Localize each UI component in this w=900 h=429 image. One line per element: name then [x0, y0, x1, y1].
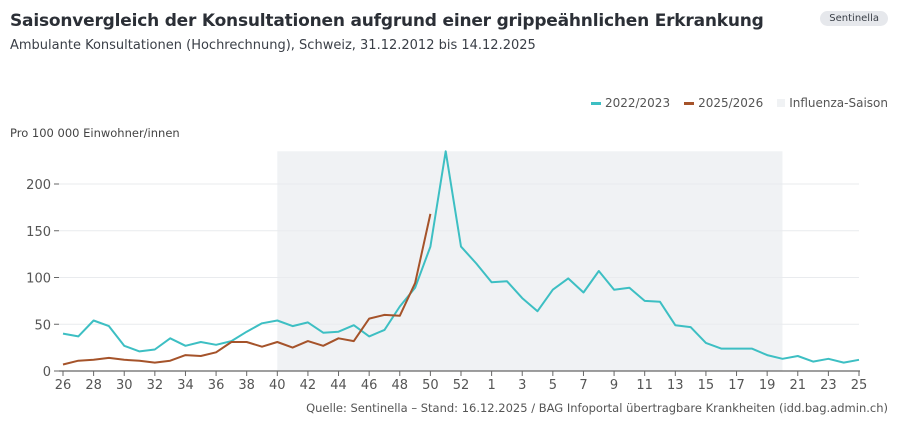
series-line-2022-2023	[62, 150, 860, 364]
series-line-2025-2026	[62, 213, 432, 366]
legend-label: Influenza-Saison	[789, 96, 888, 110]
legend-swatch-influenza-saison	[777, 99, 786, 107]
x-tick-label: 1	[487, 378, 495, 393]
x-tick-label: 21	[789, 378, 806, 393]
legend-swatch-2022-2023	[590, 101, 601, 105]
legend-item-2022-2023[interactable]: 2022/2023	[590, 96, 671, 110]
x-tick-label: 19	[759, 378, 776, 393]
y-tick-label: 150	[26, 225, 51, 240]
x-tick-label: 32	[147, 378, 164, 393]
legend-item-influenza-saison[interactable]: Influenza-Saison	[777, 96, 888, 110]
x-tick-label: 34	[177, 378, 194, 393]
x-tick-label: 42	[300, 378, 317, 393]
y-tick-label: 200	[26, 178, 51, 193]
y-tick-label: 0	[43, 365, 51, 380]
legend-swatch-2025-2026	[684, 101, 695, 105]
x-tick-label: 9	[610, 378, 618, 393]
x-tick-label: 26	[55, 378, 72, 393]
x-tick-label: 3	[518, 378, 526, 393]
x-tick-label: 11	[636, 378, 653, 393]
y-axis-label: Pro 100 000 Einwohner/innen	[10, 126, 180, 140]
x-tick-label: 30	[116, 378, 133, 393]
x-tick-label: 23	[820, 378, 837, 393]
x-tick-label: 28	[85, 378, 102, 393]
x-tick-label: 7	[579, 378, 587, 393]
x-tick-label: 13	[667, 378, 684, 393]
x-tick-label: 52	[453, 378, 470, 393]
y-tick-label: 50	[34, 318, 51, 333]
x-tick-label: 15	[698, 378, 715, 393]
x-tick-label: 50	[422, 378, 439, 393]
y-tick-label: 100	[26, 272, 51, 287]
source-badge: Sentinella	[820, 11, 888, 26]
x-tick-label: 40	[269, 378, 286, 393]
chart-subtitle: Ambulante Konsultationen (Hochrechnung),…	[10, 38, 536, 53]
x-tick-label: 38	[238, 378, 255, 393]
x-tick-label: 48	[391, 378, 408, 393]
legend: 2022/2023 2025/2026 Influenza-Saison	[590, 96, 888, 110]
legend-item-2025-2026[interactable]: 2025/2026	[684, 96, 763, 110]
x-tick-label: 17	[728, 378, 745, 393]
source-note: Quelle: Sentinella – Stand: 16.12.2025 /…	[306, 401, 888, 415]
x-tick-label: 44	[330, 378, 347, 393]
x-tick-label: 5	[549, 378, 557, 393]
x-tick-label: 46	[361, 378, 378, 393]
chart-title: Saisonvergleich der Konsultationen aufgr…	[10, 11, 764, 31]
legend-label: 2022/2023	[604, 96, 671, 110]
x-tick-label: 25	[851, 378, 868, 393]
legend-label: 2025/2026	[698, 96, 764, 110]
x-tick-label: 36	[208, 378, 225, 393]
